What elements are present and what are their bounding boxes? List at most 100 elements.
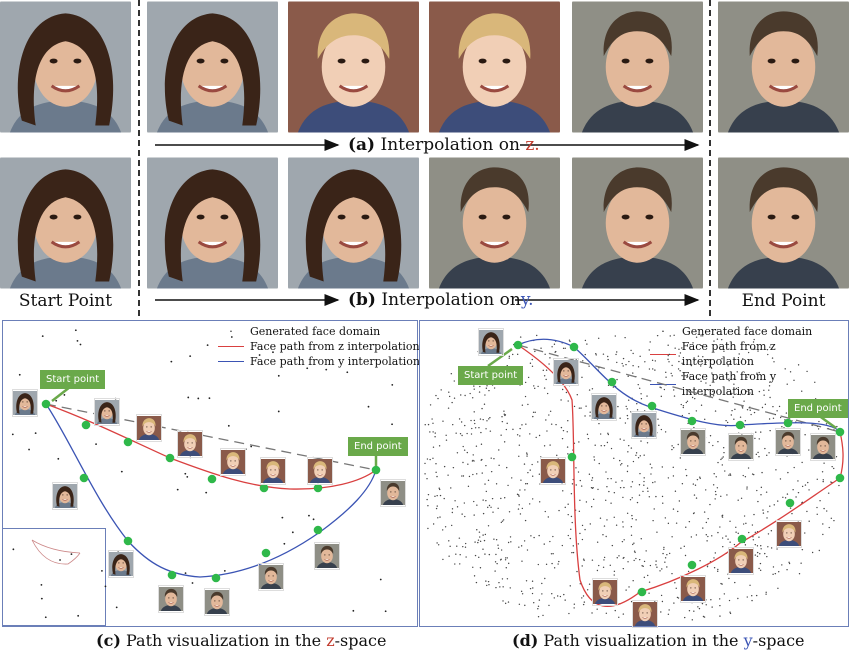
scatter-point [692,342,694,344]
scatter-point [738,353,740,355]
scatter-point [763,394,765,396]
scatter-point [486,420,488,422]
scatter-point [778,405,781,408]
scatter-point [501,416,503,418]
scatter-point [610,502,612,504]
scatter-point [438,445,441,447]
scatter-point [614,335,616,337]
panel-c-path-node [165,453,175,463]
scatter-point [671,364,673,367]
scatter-point [606,486,608,488]
scatter-point [429,404,432,406]
scatter-point [346,371,349,374]
start-divider [138,0,140,316]
scatter-point [748,531,750,534]
scatter-point [705,534,707,536]
scatter-point [688,609,691,612]
scatter-point [519,427,521,430]
scatter-point [391,423,393,426]
panel-c-legend: · Generated face domain Face path from z … [218,324,420,369]
scatter-point [608,490,610,493]
scatter-point [473,419,476,422]
scatter-point [550,553,553,555]
scatter-point [618,555,620,557]
face-b-3-image [429,157,560,289]
scatter-point [605,612,608,614]
scatter-point [663,548,665,550]
scatter-point [640,398,643,400]
scatter-point [542,369,544,372]
scatter-point [197,397,200,400]
scatter-point [816,506,818,509]
scatter-point [605,499,607,501]
scatter-point [682,406,685,409]
scatter-point [710,367,713,369]
scatter-point [739,393,742,396]
scatter-point [760,486,763,489]
scatter-point [646,395,648,397]
scatter-point [424,462,426,465]
scatter-point [622,496,624,499]
scatter-point [586,433,589,436]
scatter-point [483,403,486,405]
scatter-point [756,545,759,547]
scatter-point [474,554,477,557]
scatter-point [518,444,521,446]
scatter-point [793,466,795,469]
scatter-point [589,523,591,525]
scatter-point [630,600,633,603]
scatter-point [741,407,744,409]
scatter-point [468,475,471,478]
scatter-point [728,379,730,382]
scatter-point [640,538,642,540]
scatter-point [765,491,768,493]
scatter-point [677,510,679,513]
scatter-point [638,484,641,486]
scatter-point [730,414,733,416]
scatter-point [733,377,735,380]
scatter-point [635,452,638,454]
scatter-point [622,521,624,523]
scatter-point [585,405,587,407]
scatter-point [788,562,791,565]
scatter-point [518,504,520,506]
scatter-point [638,558,641,561]
scatter-point [621,462,623,465]
legend-z-line [218,346,244,347]
scatter-point [115,606,118,609]
scatter-point [448,395,451,398]
scatter-point [562,490,564,492]
scatter-point [628,360,630,363]
scatter-point [505,428,508,431]
scatter-point [755,453,758,456]
scatter-point [786,493,789,495]
scatter-point [434,436,436,438]
scatter-point [776,548,778,550]
scatter-point [688,520,691,523]
scatter-point [518,546,520,548]
scatter-point [498,449,500,451]
scatter-point [506,364,508,367]
scatter-point [714,410,717,412]
scatter-point [627,444,630,447]
scatter-point [600,445,602,447]
panel-d-path-node [567,452,577,462]
scatter-point [684,616,686,619]
scatter-point [681,362,683,365]
scatter-point [450,373,453,375]
scatter-point [504,559,507,561]
scatter-point [597,488,599,491]
scatter-point [461,513,463,515]
scatter-point [543,445,546,447]
scatter-point [227,424,230,427]
path-thumbnail-face [591,393,617,421]
scatter-point [656,566,658,568]
scatter-point [426,498,428,501]
scatter-point [733,543,736,546]
panel-d-path-node [647,401,657,411]
scatter-point [648,581,651,583]
scatter-point [639,472,641,475]
scatter-point [469,392,471,395]
caption-d: (d) Path visualization in the y-space [512,631,805,650]
scatter-point [28,448,30,451]
